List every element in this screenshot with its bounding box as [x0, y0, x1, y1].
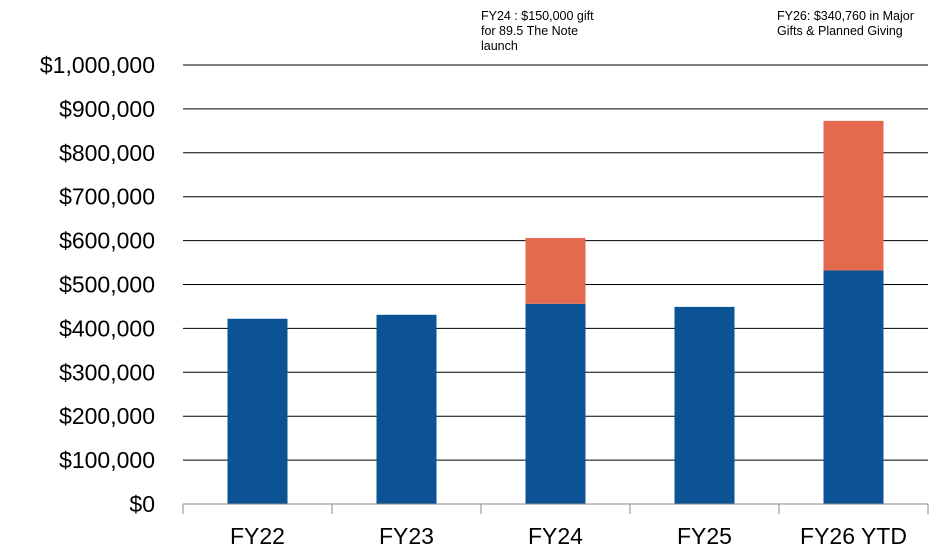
y-tick-label: $500,000: [59, 272, 155, 298]
x-tick-label: FY22: [230, 523, 285, 549]
bar-fy24-segment-2: [525, 237, 586, 304]
bar-fy23-segment-1: [376, 314, 437, 504]
x-axis: [182, 503, 929, 514]
y-tick-label: $600,000: [59, 228, 155, 254]
y-tick-label: $700,000: [59, 184, 155, 210]
y-tick-label: $800,000: [59, 140, 155, 166]
bar-fy22-segment-1: [227, 318, 288, 504]
y-tick-label: $200,000: [59, 403, 155, 429]
bar-fy24-segment-1: [525, 303, 586, 504]
y-tick-label: $1,000,000: [40, 52, 155, 78]
y-axis-ticks: $0 $100,000 $200,000 $300,000 $400,000 $500,0…: [40, 52, 155, 517]
y-tick-label: $100,000: [59, 447, 155, 473]
x-tick-label: FY23: [379, 523, 434, 549]
y-tick-label: $300,000: [59, 359, 155, 385]
y-tick-label: $400,000: [59, 315, 155, 341]
annotation-fy26: FY26: $340,760 in Major Gifts & Planned …: [777, 9, 914, 38]
x-tick-label: FY26 YTD: [800, 523, 907, 549]
bar-fy26-ytd-segment-2: [823, 120, 884, 271]
annotation-fy24: FY24 : $150,000 gift for 89.5 The Note l…: [481, 9, 594, 53]
x-tick-label: FY24: [528, 523, 583, 549]
y-tick-label: $0: [129, 491, 155, 517]
bars: [227, 120, 884, 504]
x-axis-ticks: FY22 FY23 FY24 FY25 FY26 YTD: [230, 523, 907, 549]
bar-fy26-ytd-segment-1: [823, 270, 884, 504]
y-tick-label: $900,000: [59, 96, 155, 122]
bar-fy25-segment-1: [674, 306, 735, 504]
x-tick-label: FY25: [677, 523, 732, 549]
